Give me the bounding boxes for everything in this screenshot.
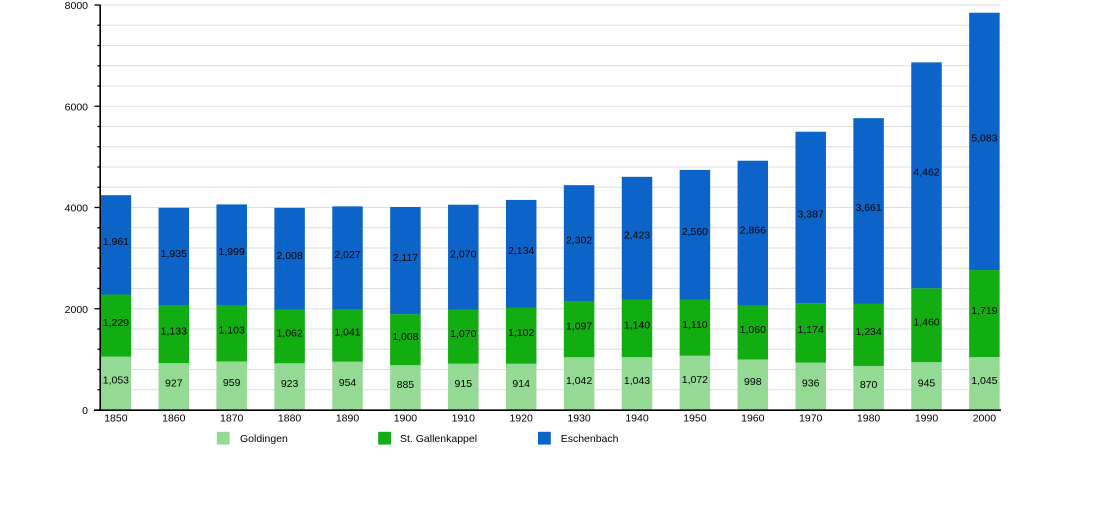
svg-text:1,234: 1,234: [855, 326, 881, 338]
svg-text:2,560: 2,560: [682, 226, 708, 238]
svg-text:954: 954: [339, 377, 357, 389]
svg-text:Goldingen: Goldingen: [240, 433, 288, 445]
svg-text:1890: 1890: [336, 413, 360, 425]
svg-text:1860: 1860: [162, 413, 186, 425]
svg-text:3,661: 3,661: [855, 202, 881, 214]
svg-text:0: 0: [82, 405, 88, 417]
svg-text:1,097: 1,097: [566, 321, 592, 333]
svg-text:1970: 1970: [799, 413, 823, 425]
svg-text:1870: 1870: [220, 413, 244, 425]
svg-text:1880: 1880: [278, 413, 302, 425]
svg-text:2,027: 2,027: [334, 249, 360, 261]
svg-text:1960: 1960: [741, 413, 765, 425]
svg-text:1980: 1980: [857, 413, 881, 425]
svg-text:1,008: 1,008: [392, 331, 418, 343]
svg-text:2,134: 2,134: [508, 245, 534, 257]
svg-text:1,072: 1,072: [682, 374, 708, 386]
svg-text:1,102: 1,102: [508, 327, 534, 339]
svg-text:2,866: 2,866: [740, 224, 766, 236]
svg-text:1930: 1930: [567, 413, 591, 425]
svg-text:945: 945: [918, 377, 936, 389]
svg-text:1940: 1940: [625, 413, 649, 425]
svg-text:936: 936: [802, 378, 820, 390]
svg-text:St. Gallenkappel: St. Gallenkappel: [400, 433, 477, 445]
svg-text:1,045: 1,045: [971, 375, 997, 387]
svg-text:1,041: 1,041: [334, 327, 360, 339]
svg-text:4000: 4000: [65, 203, 89, 215]
svg-text:Eschenbach: Eschenbach: [561, 433, 619, 445]
svg-text:870: 870: [860, 379, 878, 391]
svg-text:923: 923: [281, 378, 299, 390]
svg-text:2,117: 2,117: [393, 252, 419, 264]
svg-text:1900: 1900: [394, 413, 418, 425]
svg-text:1,053: 1,053: [103, 375, 129, 387]
svg-text:1,070: 1,070: [450, 328, 476, 340]
svg-text:1,999: 1,999: [219, 246, 245, 258]
svg-text:5,083: 5,083: [971, 133, 997, 145]
svg-text:1,229: 1,229: [103, 317, 129, 329]
svg-text:914: 914: [512, 378, 530, 390]
svg-text:2,008: 2,008: [276, 250, 302, 262]
svg-text:1,961: 1,961: [103, 236, 129, 248]
svg-text:1,043: 1,043: [624, 375, 650, 387]
svg-text:1,133: 1,133: [161, 326, 187, 338]
svg-text:1950: 1950: [683, 413, 707, 425]
svg-text:885: 885: [397, 379, 415, 391]
svg-text:1,174: 1,174: [798, 324, 824, 336]
svg-text:1850: 1850: [104, 413, 128, 425]
svg-text:2000: 2000: [65, 304, 89, 316]
svg-text:3,387: 3,387: [798, 209, 824, 221]
svg-text:2,070: 2,070: [450, 248, 476, 260]
svg-text:8000: 8000: [65, 0, 89, 12]
svg-text:2000: 2000: [973, 413, 997, 425]
svg-text:1,935: 1,935: [161, 248, 187, 260]
svg-text:1,460: 1,460: [913, 316, 939, 328]
svg-text:959: 959: [223, 377, 241, 389]
svg-text:1,140: 1,140: [624, 320, 650, 332]
svg-text:2,302: 2,302: [566, 235, 592, 247]
svg-text:1,110: 1,110: [682, 319, 708, 331]
svg-text:2,423: 2,423: [624, 229, 650, 241]
svg-text:927: 927: [165, 378, 183, 390]
svg-text:1,042: 1,042: [566, 375, 592, 387]
svg-text:1,062: 1,062: [276, 328, 302, 340]
svg-text:6000: 6000: [65, 101, 89, 113]
svg-text:1,103: 1,103: [219, 325, 245, 337]
svg-text:1,060: 1,060: [740, 324, 766, 336]
svg-text:1920: 1920: [510, 413, 534, 425]
svg-text:998: 998: [744, 376, 762, 388]
svg-text:1,719: 1,719: [971, 305, 997, 317]
svg-text:1990: 1990: [915, 413, 939, 425]
svg-text:915: 915: [455, 378, 473, 390]
svg-text:1910: 1910: [452, 413, 476, 425]
svg-text:4,462: 4,462: [913, 167, 939, 179]
